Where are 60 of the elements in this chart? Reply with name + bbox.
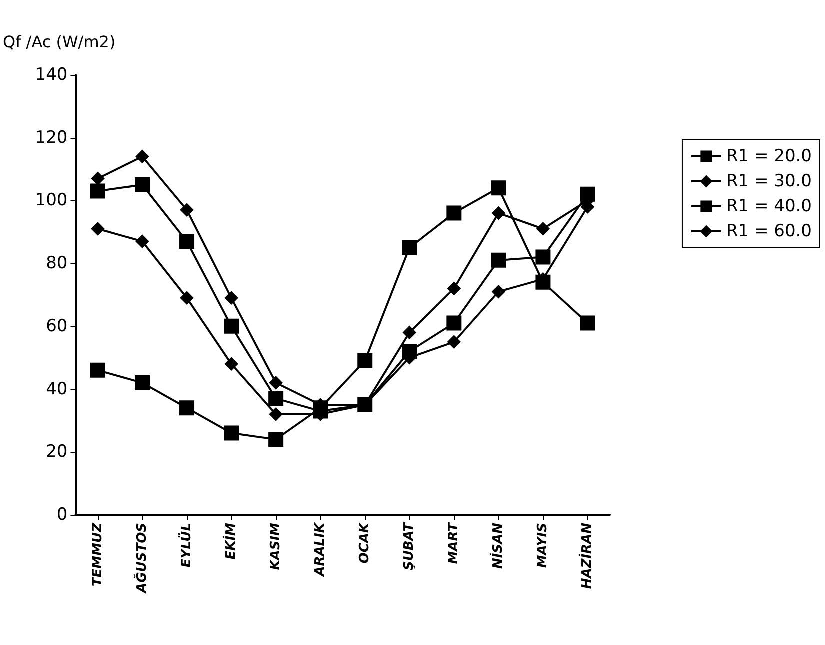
x-tick-label: MAYIS	[536, 523, 551, 568]
x-tick-label: ARALIK	[313, 522, 328, 578]
legend-label: R1 = 30.0	[726, 172, 812, 192]
point	[448, 336, 461, 349]
point	[580, 316, 596, 331]
point	[580, 186, 596, 202]
y-axis-title: Qf /Ac (W/m2)	[2, 32, 116, 52]
point	[90, 362, 106, 378]
point	[492, 285, 506, 298]
legend-label: R1 = 40.0	[726, 196, 812, 216]
point	[180, 292, 194, 305]
point	[268, 432, 284, 448]
point	[134, 376, 150, 390]
point	[180, 234, 195, 250]
point	[358, 354, 373, 368]
point	[446, 316, 462, 331]
point	[225, 292, 238, 305]
x-tick-label: MART	[446, 522, 462, 564]
point	[91, 172, 104, 186]
point	[536, 222, 550, 236]
point	[536, 250, 551, 265]
point	[446, 206, 462, 221]
point	[270, 408, 283, 421]
point	[136, 150, 149, 164]
x-tick-label: ŞUBAT	[402, 522, 418, 571]
point	[224, 318, 240, 334]
point	[136, 235, 149, 248]
y-tick-label: 60	[46, 316, 68, 336]
point	[224, 426, 240, 441]
x-tick-label: TEMMUZ	[90, 522, 106, 587]
x-tick-label: HAZİRAN	[578, 522, 596, 590]
y-tick-label: 80	[46, 254, 68, 274]
point	[180, 204, 194, 217]
x-tick-label: KASIM	[268, 522, 284, 570]
point	[491, 252, 506, 268]
point	[91, 222, 104, 236]
y-tick-label: 20	[46, 442, 68, 462]
y-tick-label: 140	[35, 65, 68, 85]
y-tick-label: 0	[56, 505, 68, 525]
y-tick-label: 120	[35, 128, 68, 148]
point	[180, 400, 195, 416]
y-tick-label: 40	[46, 379, 68, 400]
x-tick-label: EYLÜL	[178, 523, 195, 568]
point	[225, 358, 238, 371]
point	[268, 391, 284, 406]
x-tick-label: NİSAN	[489, 522, 506, 570]
x-tick-label: OCAK	[358, 522, 373, 564]
y-tick-label: 100	[35, 190, 68, 211]
legend-label: R1 = 60.0	[726, 222, 812, 242]
point	[134, 178, 150, 192]
point	[402, 240, 418, 256]
point	[491, 180, 506, 196]
point	[448, 282, 461, 296]
legend-label: R1 = 20.0	[726, 146, 812, 166]
point	[403, 326, 416, 340]
point	[90, 184, 106, 199]
x-tick-label: AĞUSTOS	[132, 523, 150, 594]
point	[270, 376, 283, 390]
point	[492, 206, 506, 220]
x-tick-label: EKİM	[222, 522, 240, 560]
